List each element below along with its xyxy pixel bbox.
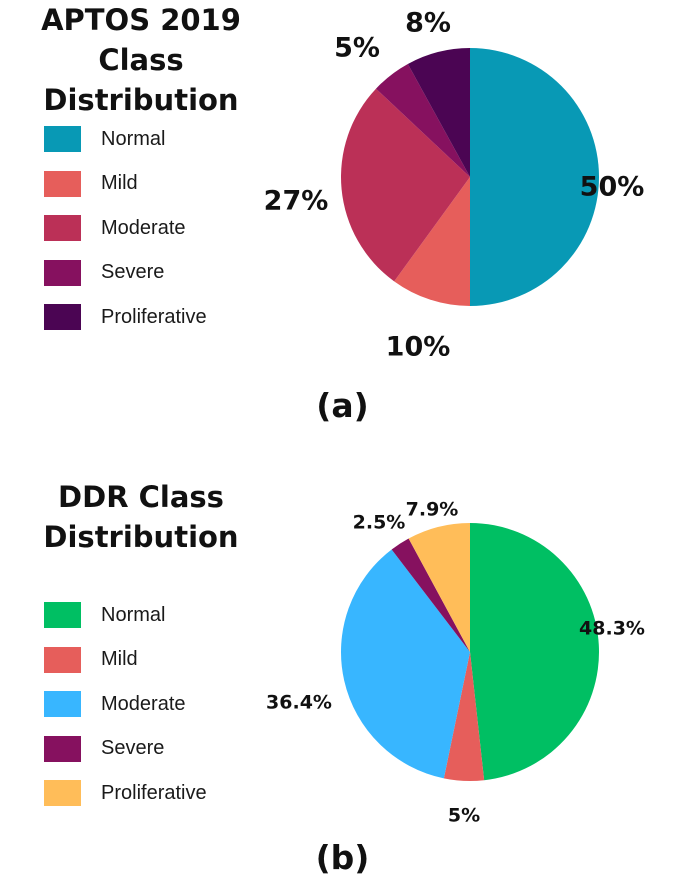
- pie-label-severe: 2.5%: [353, 512, 406, 534]
- pie-label-normal: 50%: [580, 172, 645, 203]
- legend-item-mild: Mild: [44, 638, 207, 683]
- legend-item-proliferative: Proliferative: [44, 295, 207, 340]
- pie-label-moderate: 36.4%: [266, 692, 332, 714]
- chart-caption: (a): [316, 386, 369, 425]
- pie-slice-mild: [443, 652, 485, 781]
- pie-slice-normal: [470, 48, 599, 306]
- pie-slice-moderate: [341, 549, 470, 779]
- legend-swatch: [44, 646, 81, 673]
- legend-swatch: [44, 780, 81, 807]
- legend-label: Normal: [101, 603, 166, 626]
- pie-slice-mild: [394, 177, 470, 306]
- pie-chart: 50% 10% 27% 5% 8%: [264, 8, 645, 363]
- legend-swatch: [44, 170, 81, 197]
- chart-panel-b: DDR Class Distribution Normal Mild Moder…: [0, 441, 685, 882]
- legend-swatch: [44, 735, 81, 762]
- legend-label: Mild: [101, 648, 138, 671]
- pie-slice-moderate: [341, 88, 470, 282]
- legend-swatch: [44, 691, 81, 718]
- pie-slice-severe: [375, 63, 470, 178]
- pie-label-proliferative: 8%: [405, 8, 451, 39]
- legend-label: Severe: [101, 261, 165, 284]
- legend-swatch: [44, 304, 81, 331]
- legend-item-normal: Normal: [44, 117, 207, 162]
- pie-label-normal: 48.3%: [579, 618, 645, 640]
- chart-title: APTOS 2019 Class Distribution: [41, 3, 241, 117]
- pie-chart: 48.3% 5% 36.4% 2.5%7.9%: [266, 499, 645, 827]
- chart-caption: (b): [315, 838, 370, 877]
- legend-label: Normal: [101, 127, 166, 150]
- legend-item-severe: Severe: [44, 727, 207, 772]
- legend-item-normal: Normal: [44, 593, 207, 638]
- pie-label-proliferative: 7.9%: [406, 499, 459, 521]
- legend-label: Proliferative: [101, 781, 207, 804]
- legend-item-moderate: Moderate: [44, 682, 207, 727]
- chart-panel-a: APTOS 2019 Class Distribution Normal Mil…: [41, 3, 645, 425]
- legend-label: Mild: [101, 172, 138, 195]
- pie-slice-normal: [470, 523, 599, 781]
- legend-swatch: [44, 259, 81, 286]
- pie-slice-proliferative: [407, 48, 470, 177]
- legend-label: Moderate: [101, 216, 186, 239]
- chart-legend: Normal Mild Moderate Severe Proliferativ…: [44, 593, 207, 816]
- legend-label: Moderate: [101, 692, 186, 715]
- legend-item-moderate: Moderate: [44, 206, 207, 251]
- legend-label: Proliferative: [101, 305, 207, 328]
- pie-label-mild: 10%: [386, 332, 451, 363]
- pie-slice-severe: [391, 538, 470, 652]
- legend-swatch: [44, 602, 81, 629]
- pie-label-severe: 5%: [334, 33, 380, 64]
- legend-swatch: [44, 126, 81, 153]
- chart-legend: Normal Mild Moderate Severe Proliferativ…: [44, 117, 207, 340]
- legend-swatch: [44, 215, 81, 242]
- legend-item-proliferative: Proliferative: [44, 771, 207, 816]
- legend-item-mild: Mild: [44, 162, 207, 207]
- pie-slice-proliferative: [408, 523, 470, 652]
- pie-label-mild: 5%: [448, 805, 480, 827]
- legend-item-severe: Severe: [44, 251, 207, 296]
- chart-title: DDR Class Distribution: [43, 480, 239, 554]
- pie-label-moderate: 27%: [264, 186, 329, 217]
- legend-label: Severe: [101, 737, 165, 760]
